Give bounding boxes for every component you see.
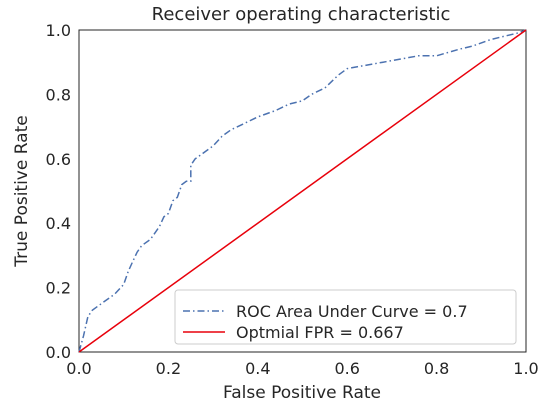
x-tick-label: 0.2 [156, 359, 181, 378]
x-tick-label: 0.6 [334, 359, 359, 378]
chart-title: Receiver operating characteristic [152, 4, 451, 25]
x-tick-label: 0.8 [424, 359, 449, 378]
legend: ROC Area Under Curve = 0.7 Optmial FPR =… [174, 289, 517, 345]
legend-label-roc: ROC Area Under Curve = 0.7 [236, 302, 468, 321]
x-tick-label: 1.0 [513, 359, 538, 378]
optimal-fpr-line [78, 29, 527, 353]
y-tick-label: 0.0 [46, 343, 71, 362]
x-axis-ticks: 0.0 0.2 0.4 0.6 0.8 1.0 [66, 359, 538, 378]
x-axis-label: False Positive Rate [223, 383, 381, 403]
legend-box [174, 289, 517, 345]
roc-curve-line [78, 29, 527, 353]
x-tick-label: 0.4 [245, 359, 270, 378]
y-axis-label: True Positive Rate [12, 115, 32, 267]
y-tick-label: 0.6 [46, 150, 71, 169]
y-tick-label: 0.8 [46, 85, 71, 104]
legend-label-fpr: Optmial FPR = 0.667 [236, 323, 404, 342]
series-layer [78, 29, 527, 353]
y-tick-label: 0.2 [46, 279, 71, 298]
y-axis-ticks: 0.0 0.2 0.4 0.6 0.8 1.0 [46, 21, 71, 362]
x-tick-label: 0.0 [66, 359, 91, 378]
y-tick-label: 1.0 [46, 21, 71, 40]
y-tick-label: 0.4 [46, 214, 71, 233]
